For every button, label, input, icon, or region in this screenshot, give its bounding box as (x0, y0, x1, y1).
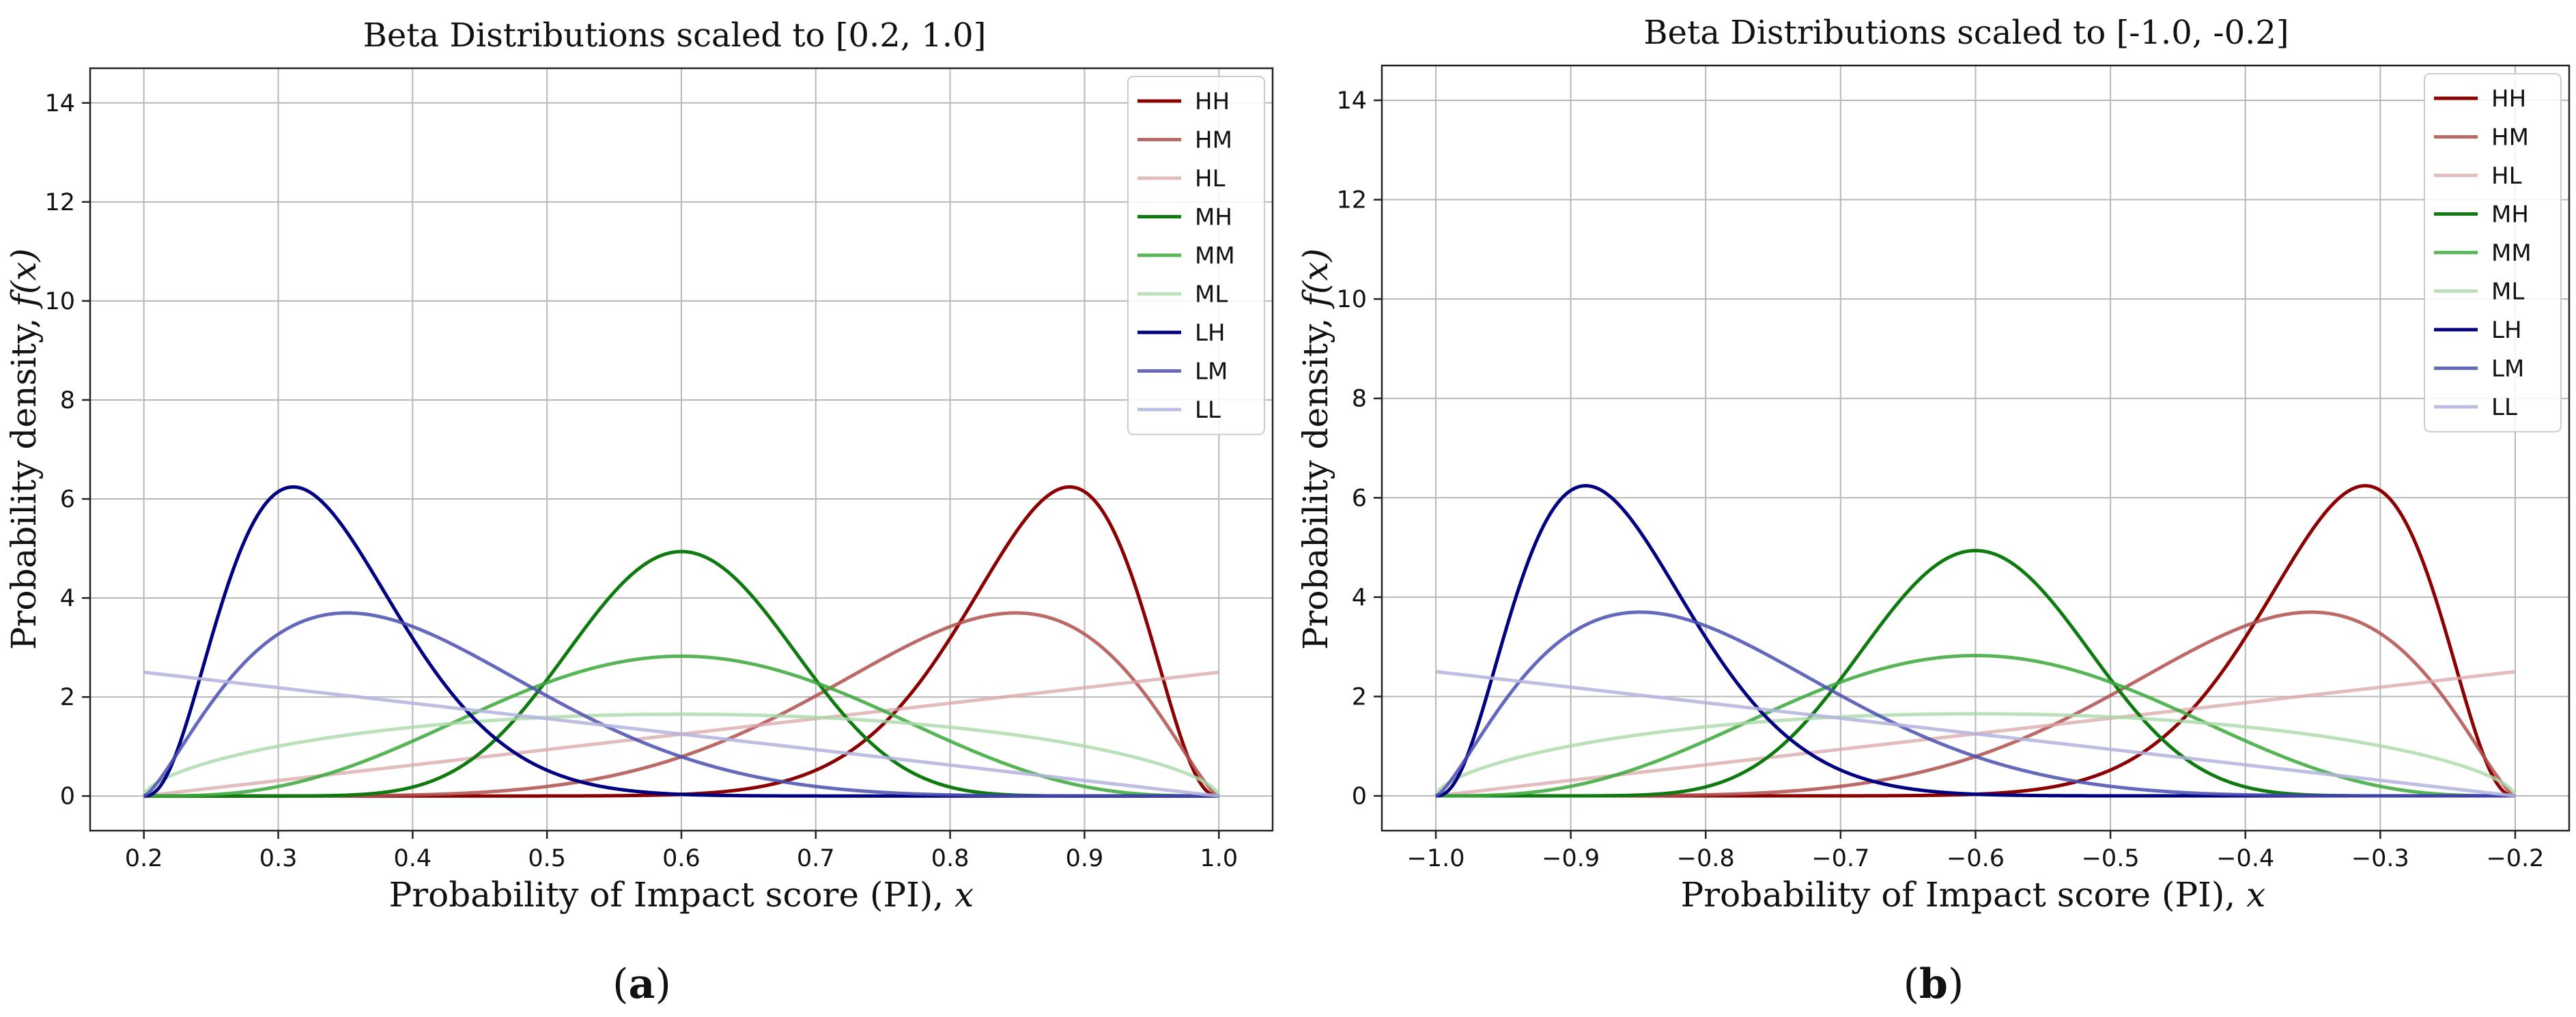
legend-label-ll: LL (2491, 394, 2517, 421)
x-tick-label: −0.3 (2351, 845, 2409, 872)
y-axis-ticks: 0 2 4 6 8 10 12 14 (1336, 87, 1382, 810)
y-tick-label: 14 (1336, 87, 1367, 115)
series-line-ll (143, 670, 1219, 798)
y-tick-label: 8 (1352, 386, 1367, 413)
legend-label-hl: HL (2491, 162, 2522, 190)
x-tick-label: 0.8 (931, 845, 969, 872)
y-axis-ticks: 0 2 4 6 8 10 12 14 (44, 90, 90, 810)
subfigure-label: (a) (612, 960, 671, 1008)
legend-label-mm: MM (1195, 242, 1235, 270)
legend-label-hm: HM (1195, 127, 1232, 154)
y-tick-label: 12 (44, 189, 75, 216)
legend-box (2424, 73, 2562, 433)
y-tick-label: 2 (1352, 683, 1367, 711)
series-line-ml (1434, 712, 2517, 797)
y-tick-label: 10 (1336, 286, 1367, 313)
y-tick-label: 8 (60, 387, 75, 414)
y-tick-label: 0 (60, 783, 75, 810)
y-axis-label: Probability density, f(x) (4, 248, 44, 650)
x-axis-label: Probability of Impact score (PI), x (389, 875, 974, 915)
legend-label-hh: HH (1195, 88, 1230, 115)
x-tick-label: −0.2 (2486, 845, 2544, 872)
x-tick-label: 0.2 (125, 845, 163, 872)
x-tick-label: 0.6 (662, 845, 700, 872)
series-line-ll (1435, 670, 2516, 798)
x-axis-ticks: −1.0 −0.9 −0.8 −0.7 −0.6 −0.5 −0.4 −0.3 −0.2 (1407, 831, 2544, 872)
x-tick-label: −0.8 (1677, 845, 1735, 872)
y-axis-label: Probability density, f(x) (1296, 248, 1335, 650)
y-tick-label: 10 (44, 288, 75, 315)
y-tick-label: 4 (1352, 584, 1367, 612)
y-tick-label: 4 (60, 585, 75, 612)
legend-label-lm: LM (1195, 358, 1228, 386)
chart-panel-b: Beta Distributions scaled to [-1.0, -0.2… (1296, 14, 2571, 1008)
series-curves (1434, 484, 2517, 798)
x-tick-label: 0.5 (528, 845, 566, 872)
x-tick-label: 0.3 (259, 845, 298, 872)
legend-label-lh: LH (1195, 319, 1226, 347)
legend-label-mh: MH (2491, 201, 2529, 229)
y-tick-label: 0 (1352, 783, 1367, 810)
x-axis-label: Probability of Impact score (PI), x (1681, 875, 2266, 915)
series-curves (142, 485, 1221, 798)
x-tick-label: −0.7 (1811, 845, 1869, 872)
series-line-lm (1434, 610, 2515, 798)
legend-label-lm: LM (2491, 356, 2524, 383)
legend-label-ll: LL (1195, 397, 1221, 424)
legend-label-hl: HL (1195, 165, 1226, 192)
y-tick-label: 14 (44, 90, 75, 117)
legend: HH HM HL MH MM ML LH LM LL (1127, 76, 1265, 435)
legend-label-ml: ML (1195, 281, 1228, 309)
chart-panel-a: Beta Distributions scaled to [0.2, 1.0] … (4, 16, 1274, 1008)
chart-title: Beta Distributions scaled to [0.2, 1.0] (363, 16, 987, 55)
legend-label-hm: HM (2491, 124, 2529, 152)
x-tick-label: −0.6 (1947, 845, 2005, 872)
x-tick-label: −1.0 (1407, 845, 1465, 872)
x-tick-label: 0.9 (1066, 845, 1104, 872)
legend-label-ml: ML (2491, 278, 2524, 306)
y-tick-label: 2 (60, 684, 75, 711)
chart-title: Beta Distributions scaled to [-1.0, -0.2… (1643, 14, 2289, 52)
x-tick-label: 1.0 (1200, 845, 1238, 872)
legend-label-hh: HH (2491, 85, 2526, 113)
x-tick-label: 0.7 (797, 845, 835, 872)
y-tick-label: 6 (60, 486, 75, 513)
x-tick-label: −0.4 (2216, 845, 2274, 872)
x-tick-label: −0.9 (1542, 845, 1600, 872)
legend-box (1127, 76, 1265, 435)
legend-label-mh: MH (1195, 204, 1232, 231)
legend-label-lh: LH (2491, 317, 2522, 344)
x-tick-label: 0.4 (394, 845, 432, 872)
y-tick-label: 6 (1352, 485, 1367, 512)
legend-label-mm: MM (2491, 240, 2532, 267)
legend: HH HM HL MH MM ML LH LM LL (2424, 73, 2562, 433)
series-line-ml (142, 712, 1221, 797)
subfigure-label: (b) (1903, 960, 1964, 1008)
x-tick-label: −0.5 (2082, 845, 2140, 872)
y-tick-label: 12 (1336, 187, 1367, 214)
x-axis-ticks: 0.2 0.3 0.4 0.5 0.6 0.7 0.8 0.9 1.0 (125, 831, 1238, 872)
series-line-lm (143, 611, 1219, 798)
